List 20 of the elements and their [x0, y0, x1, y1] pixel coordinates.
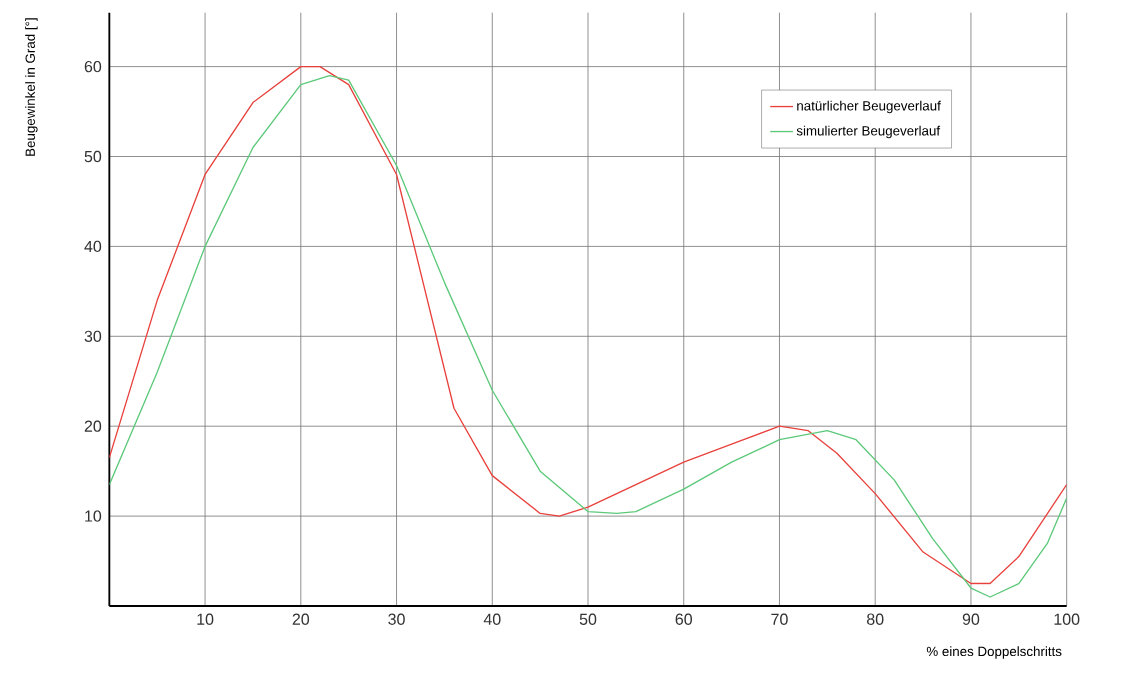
- y-tick-label: 10: [85, 510, 102, 522]
- x-tick-label: 100: [1054, 613, 1080, 625]
- y-tick-label: 50: [84, 150, 102, 163]
- y-tick-label: 20: [84, 420, 102, 432]
- x-tick-label: 20: [292, 613, 310, 625]
- x-axis-title: % eines Doppelschritts: [926, 646, 1062, 659]
- legend-label: simulierter Beugeverlauf: [796, 125, 941, 139]
- x-tick-label: 30: [388, 613, 405, 625]
- y-axis-title: Beugewinkel in Grad [°]: [25, 18, 38, 156]
- x-tick-label: 60: [675, 613, 693, 625]
- y-tick-label: 40: [84, 240, 102, 253]
- x-tick-label: 10: [197, 613, 214, 625]
- x-tick-label: 40: [483, 613, 501, 625]
- x-tick-label: 80: [867, 613, 884, 625]
- x-tick-label: 50: [579, 613, 597, 625]
- x-tick-label: 90: [962, 613, 980, 625]
- legend-label: natürlicher Beugeverlauf: [797, 100, 941, 114]
- y-tick-label: 60: [84, 60, 102, 73]
- y-tick-label: 30: [84, 330, 102, 342]
- x-tick-label: 70: [771, 613, 788, 625]
